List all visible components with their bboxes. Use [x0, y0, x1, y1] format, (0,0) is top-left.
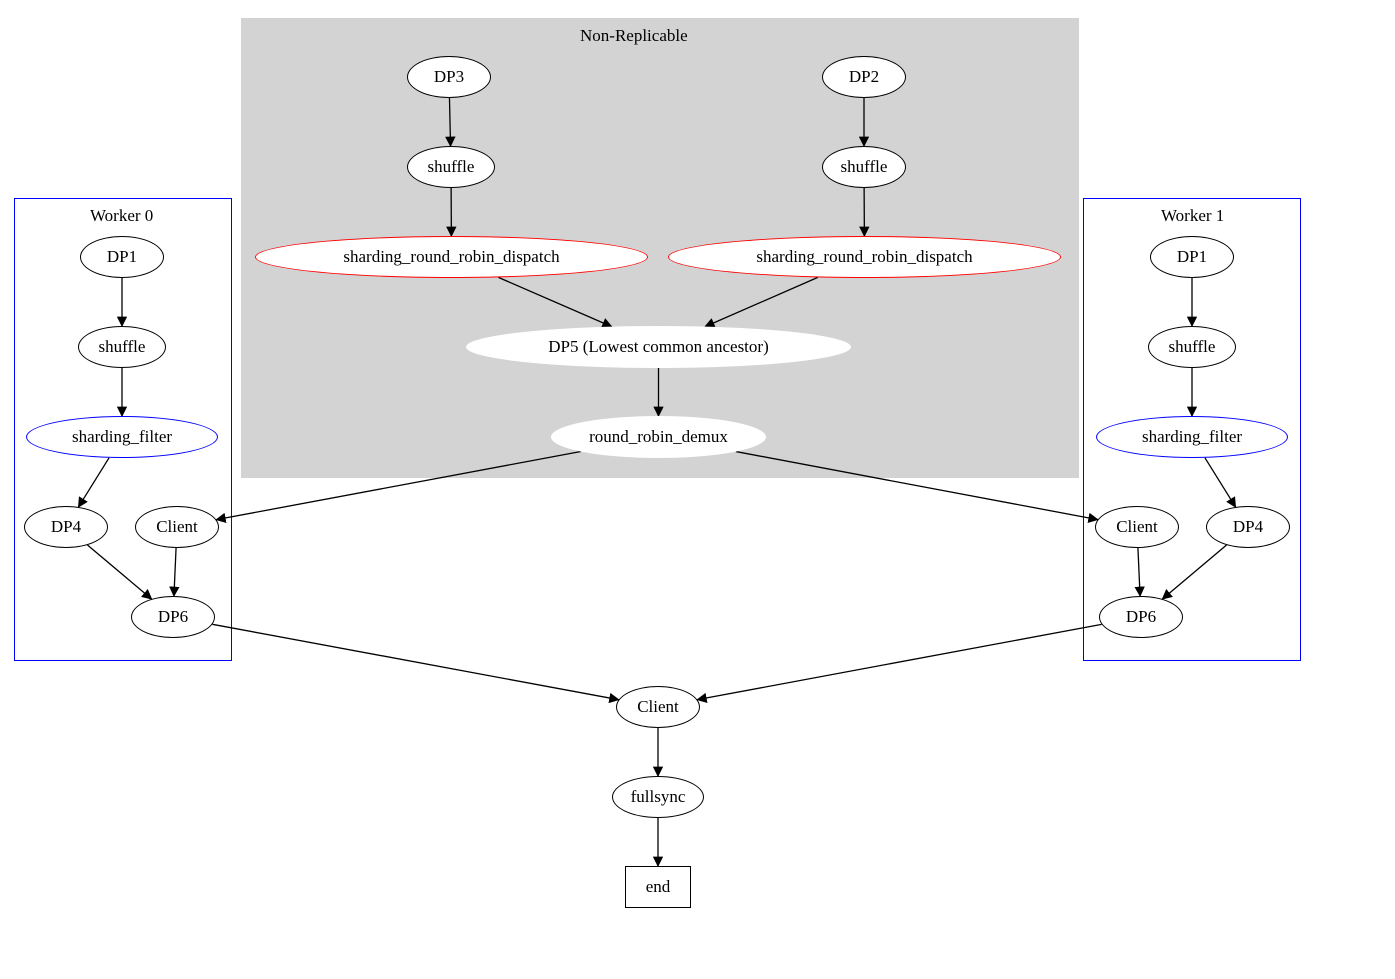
node-srrd-right: sharding_round_robin_dispatch [668, 236, 1061, 278]
node-dp3: DP3 [407, 56, 491, 98]
node-shuffle-right: shuffle [822, 146, 906, 188]
node-w1-shuffle: shuffle [1148, 326, 1236, 368]
node-w0-dp6: DP6 [131, 596, 215, 638]
node-w0-shuffle: shuffle [78, 326, 166, 368]
node-w1-client: Client [1095, 506, 1179, 548]
node-fullsync: fullsync [612, 776, 704, 818]
node-shuffle-left: shuffle [407, 146, 495, 188]
node-w0-dp1: DP1 [80, 236, 164, 278]
node-round-robin-demux: round_robin_demux [551, 416, 766, 458]
node-w1-dp1: DP1 [1150, 236, 1234, 278]
node-srrd-left: sharding_round_robin_dispatch [255, 236, 648, 278]
cluster-label-non-replicable: Non-Replicable [580, 26, 688, 46]
node-w0-client: Client [135, 506, 219, 548]
edge-w1_dp6-to-client_b [697, 624, 1101, 699]
cluster-label-worker-1: Worker 1 [1161, 206, 1224, 226]
node-client-bottom: Client [616, 686, 700, 728]
node-end: end [625, 866, 691, 908]
node-dp5: DP5 (Lowest common ancestor) [466, 326, 851, 368]
edge-w0_dp6-to-client_b [212, 624, 618, 699]
node-w1-sharding-filter: sharding_filter [1096, 416, 1288, 458]
node-w0-sharding-filter: sharding_filter [26, 416, 218, 458]
node-dp2: DP2 [822, 56, 906, 98]
node-w0-dp4: DP4 [24, 506, 108, 548]
cluster-label-worker-0: Worker 0 [90, 206, 153, 226]
node-w1-dp6: DP6 [1099, 596, 1183, 638]
node-w1-dp4: DP4 [1206, 506, 1290, 548]
